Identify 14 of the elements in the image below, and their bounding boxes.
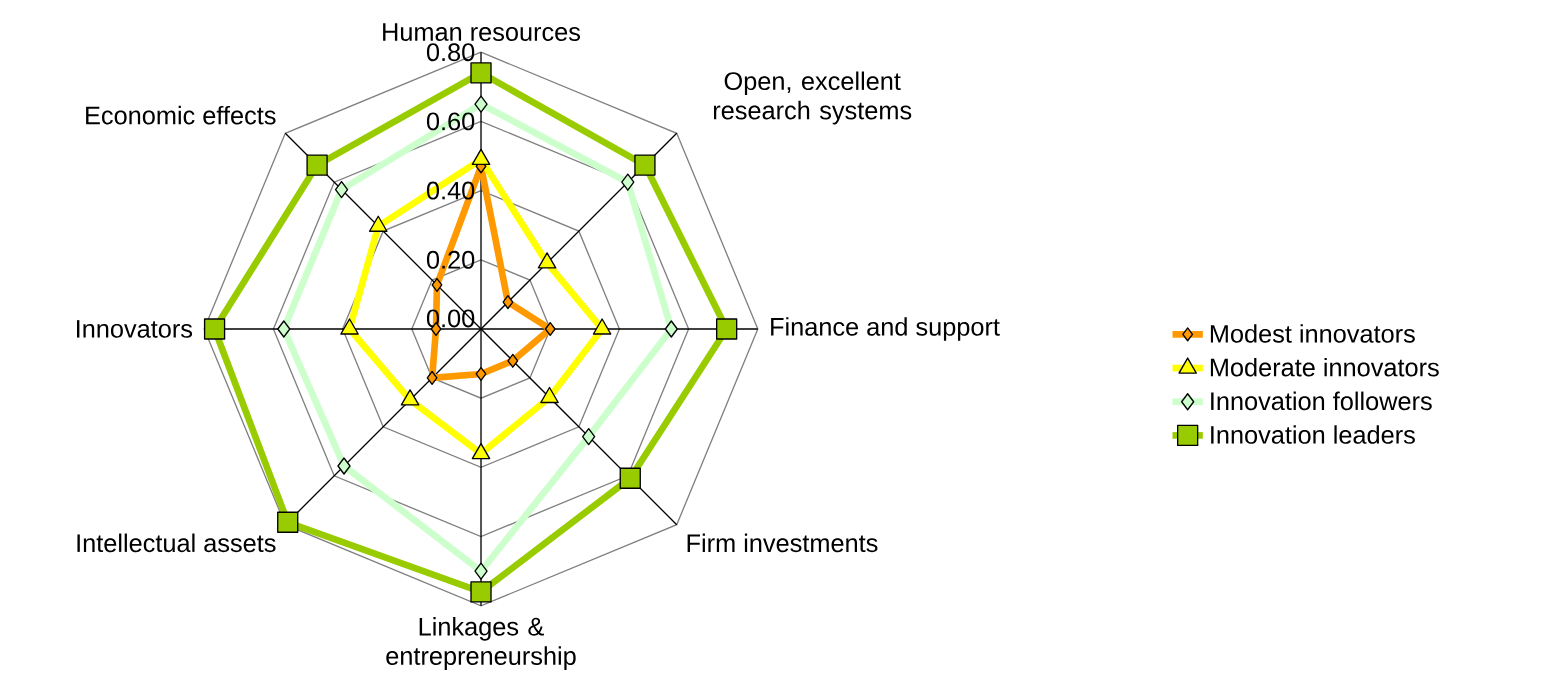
legend-label: Innovation followers: [1211, 391, 1432, 411]
y-tick-label: 0.60: [426, 112, 475, 131]
spoke-label: Intellectual assets: [77, 533, 276, 553]
spoke-label: Economic effects: [86, 105, 276, 125]
spoke-label: Firm investments: [687, 533, 878, 553]
spoke-label: Finance and support: [771, 317, 1000, 341]
legend-label: Moderate innovators: [1210, 357, 1439, 377]
legend-label: Modest innovators: [1210, 324, 1415, 343]
legend-label: Innovation leaders: [1211, 425, 1415, 444]
spoke-label: Human resources: [383, 23, 581, 41]
spoke-label: Linkages & entrepreneurship: [386, 617, 576, 670]
y-tick-label: 0.80: [426, 43, 475, 62]
spoke-label: Innovators: [77, 320, 193, 338]
spoke-label: Open, excellent research systems: [713, 71, 912, 125]
